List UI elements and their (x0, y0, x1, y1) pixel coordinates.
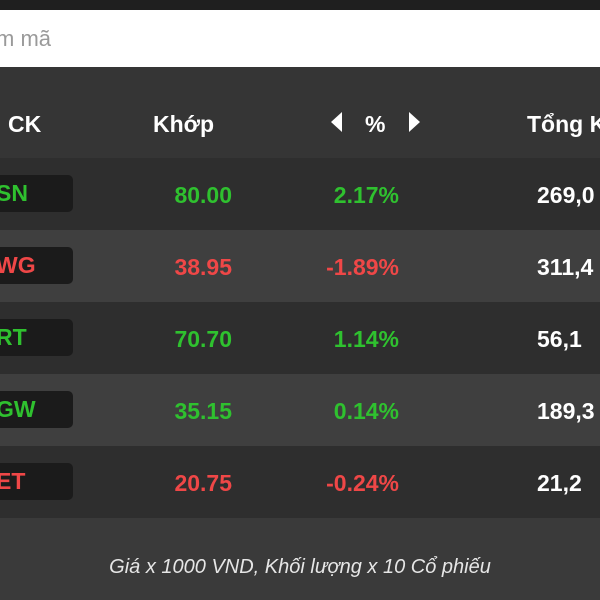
match-price: 70.70 (174, 326, 232, 352)
column-header-ck[interactable]: CK (8, 111, 42, 137)
table-row[interactable]: SN 80.00 2.17% 269,0 (0, 158, 600, 230)
percent-change: 2.17% (333, 182, 399, 208)
ticker-badge[interactable]: ET (0, 463, 73, 500)
search-input[interactable] (0, 24, 586, 54)
percent-change: 1.14% (333, 326, 399, 352)
table-row[interactable]: ET 20.75 -0.24% 21,2 (0, 446, 600, 518)
match-price: 20.75 (174, 470, 232, 496)
unit-note: Giá x 1000 VND, Khối lượng x 10 Cổ phiếu (109, 556, 491, 578)
match-price: 80.00 (174, 182, 232, 208)
percent-change: 0.14% (333, 398, 399, 424)
ticker-badge[interactable]: SN (0, 175, 73, 212)
match-price: 38.95 (174, 254, 232, 280)
column-header-percent[interactable]: % (365, 111, 386, 137)
total-volume: 189,3 (537, 398, 595, 424)
caret-left-icon[interactable] (331, 112, 342, 132)
ticker-badge[interactable]: GW (0, 391, 73, 428)
percent-change: -0.24% (326, 470, 399, 496)
search-bar (0, 10, 600, 67)
column-header-total-volume[interactable]: Tổng K (527, 111, 600, 137)
footer-note-bar: Giá x 1000 VND, Khối lượng x 10 Cổ phiếu (0, 518, 600, 600)
table-row[interactable]: WG 38.95 -1.89% 311,4 (0, 230, 600, 302)
caret-right-icon[interactable] (409, 112, 420, 132)
ticker-badge[interactable]: WG (0, 247, 73, 284)
stock-list: SN 80.00 2.17% 269,0 WG 38.95 -1.89% 311… (0, 158, 600, 518)
total-volume: 269,0 (537, 182, 595, 208)
percent-change: -1.89% (326, 254, 399, 280)
ticker-badge[interactable]: RT (0, 319, 73, 356)
table-row[interactable]: GW 35.15 0.14% 189,3 (0, 374, 600, 446)
column-header-khop[interactable]: Khớp (153, 111, 215, 137)
status-bar (0, 0, 600, 10)
total-volume: 56,1 (537, 326, 582, 352)
table-header: CK Khớp % Tổng K (0, 67, 600, 158)
total-volume: 311,4 (537, 254, 594, 280)
match-price: 35.15 (174, 398, 232, 424)
total-volume: 21,2 (537, 470, 582, 496)
table-row[interactable]: RT 70.70 1.14% 56,1 (0, 302, 600, 374)
